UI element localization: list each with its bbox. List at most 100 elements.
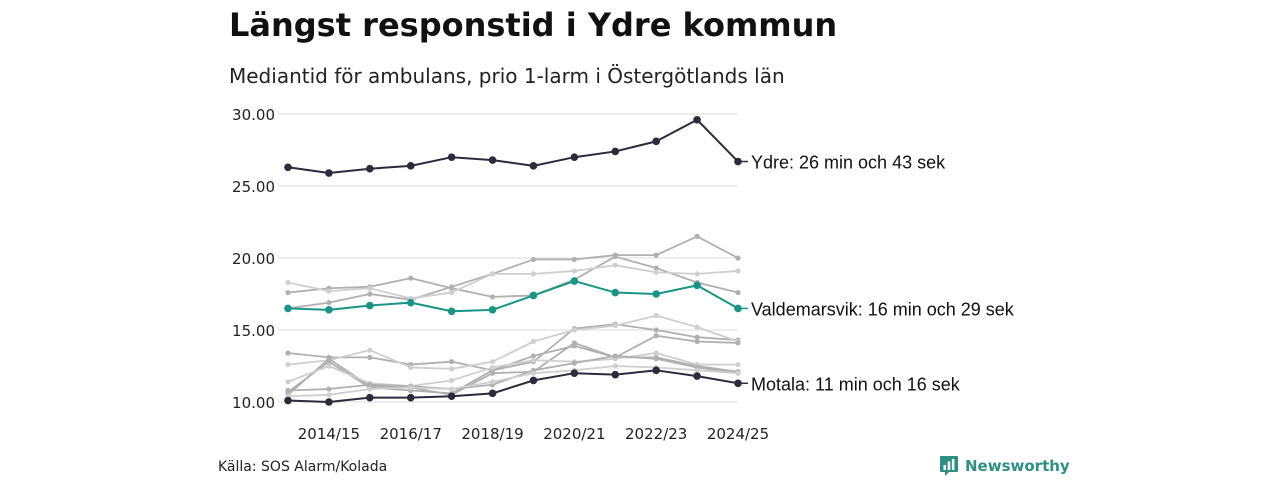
background-series-1-point [735, 289, 741, 296]
ydre-series-point [570, 153, 579, 161]
ydre-series-point [488, 156, 497, 164]
valdemarsvik-series-point [611, 288, 620, 297]
background-series-10-point [735, 370, 741, 376]
motala-series-point [529, 376, 538, 385]
background-series-2-point [571, 256, 577, 263]
background-series-4-point [285, 350, 291, 356]
background-series-2-point [367, 291, 373, 297]
background-series-10-point [367, 386, 373, 392]
background-series-1-point [489, 294, 496, 300]
motala-series-point [652, 366, 660, 375]
background-series-7-point [326, 359, 332, 365]
ydre-series-point [284, 163, 292, 172]
background-series-1-point [653, 265, 659, 271]
background-series-3-point [612, 262, 618, 268]
background-series-5-line [287, 314, 739, 370]
background-series-10-point [694, 367, 700, 373]
x-tick-label: 2014/15 [298, 425, 360, 443]
background-series-3-point [326, 288, 332, 294]
valdemarsvik-series-point [529, 291, 538, 300]
y-axis-ticks: 10.00 15.00 20.00 25.00 30.00 [232, 106, 275, 412]
valdemarsvik-series-line [287, 280, 739, 313]
background-series-9-point [612, 353, 618, 359]
background-series-5-point [285, 361, 291, 368]
x-tick-label: 2024/25 [707, 425, 769, 443]
background-series-5-point [571, 327, 577, 333]
valdemarsvik-series-label: Valdemarsvik: 16 min och 29 sek [751, 299, 1015, 319]
valdemarsvik-series-point [325, 306, 333, 314]
background-series-1-point [408, 275, 414, 281]
background-series-8-point [326, 363, 332, 369]
background-series-4-point [449, 359, 455, 365]
motala-series-line [287, 369, 739, 403]
background-series-10-point [326, 392, 332, 398]
background-series-3-point [571, 268, 577, 274]
ydre-series-point [693, 115, 701, 124]
highlighted-series [284, 115, 742, 406]
motala-series-point [284, 396, 292, 405]
valdemarsvik-series-point [652, 290, 660, 298]
background-series-5-point [530, 338, 537, 345]
x-axis-ticks: 2014/15 2016/17 2018/19 2020/21 2022/23 2024/… [298, 425, 769, 443]
valdemarsvik-series-point [488, 306, 497, 314]
ydre-series-line [287, 118, 739, 175]
chart-subtitle: Mediantid för ambulans, prio 1-larm i Ös… [229, 64, 785, 88]
background-series-6-point [653, 333, 659, 339]
background-series-6-point [694, 338, 700, 345]
background-series-3-point [285, 279, 291, 286]
background-series-8-point [489, 364, 496, 371]
motala-series-point [406, 393, 415, 402]
background-series-9-point [326, 386, 332, 392]
background-series-6-point [735, 340, 741, 346]
background-series-9-point [653, 356, 659, 362]
background-series-4-point [653, 327, 659, 333]
valdemarsvik-series-point [406, 298, 415, 307]
y-tick-label: 10.00 [232, 394, 275, 412]
background-series-8-point [653, 350, 659, 356]
background-series-5-point [489, 359, 496, 365]
background-series-2-point [449, 284, 455, 290]
motala-series-point [570, 369, 579, 378]
y-tick-label: 25.00 [232, 178, 275, 196]
valdemarsvik-series-point [570, 277, 579, 285]
background-series-3-point [653, 269, 659, 275]
background-series-3-point [530, 271, 537, 277]
ydre-series-point [447, 153, 456, 161]
brand-name: Newsworthy [965, 457, 1070, 475]
series-labels: Ydre: 26 min och 43 sek Valdemarsvik: 16 … [738, 153, 1015, 394]
brand-logo: Newsworthy [939, 455, 1070, 477]
gridlines [278, 113, 738, 403]
valdemarsvik-series-point [693, 281, 701, 290]
background-series-5-point [367, 347, 373, 353]
background-series-1-point [285, 289, 291, 296]
background-series-6-line [287, 334, 739, 396]
motala-series-label: Motala: 11 min och 16 sek [751, 374, 961, 394]
background-series-10-point [408, 385, 414, 391]
background-series-7-point [530, 353, 537, 359]
background-series-10-point [489, 379, 496, 385]
chart-title: Längst responstid i Ydre kommun [229, 6, 838, 44]
background-series-10-line [287, 365, 739, 398]
background-series-4-point [694, 334, 700, 340]
background-series-3-line [287, 264, 739, 300]
background-series-8-line [287, 352, 738, 388]
background-series-4-line [287, 323, 739, 372]
background-series-3-point [449, 289, 455, 296]
y-tick-label: 15.00 [232, 322, 275, 340]
y-tick-label: 30.00 [232, 106, 275, 124]
background-series-10-point [612, 363, 618, 369]
background-series-3-point [367, 285, 373, 291]
ydre-series-point [652, 137, 660, 146]
background-series-5-point [612, 323, 618, 329]
valdemarsvik-series-point [366, 301, 374, 310]
x-tick-label: 2018/19 [461, 425, 523, 443]
motala-series-point [488, 389, 497, 398]
background-series-5-point [408, 364, 414, 371]
background-series-5-point [653, 313, 659, 319]
background-series-3-point [489, 271, 496, 277]
x-tick-label: 2022/23 [625, 425, 687, 443]
ydre-series-point [366, 164, 374, 173]
x-tick-label: 2016/17 [380, 425, 442, 443]
newsworthy-icon [940, 456, 958, 476]
